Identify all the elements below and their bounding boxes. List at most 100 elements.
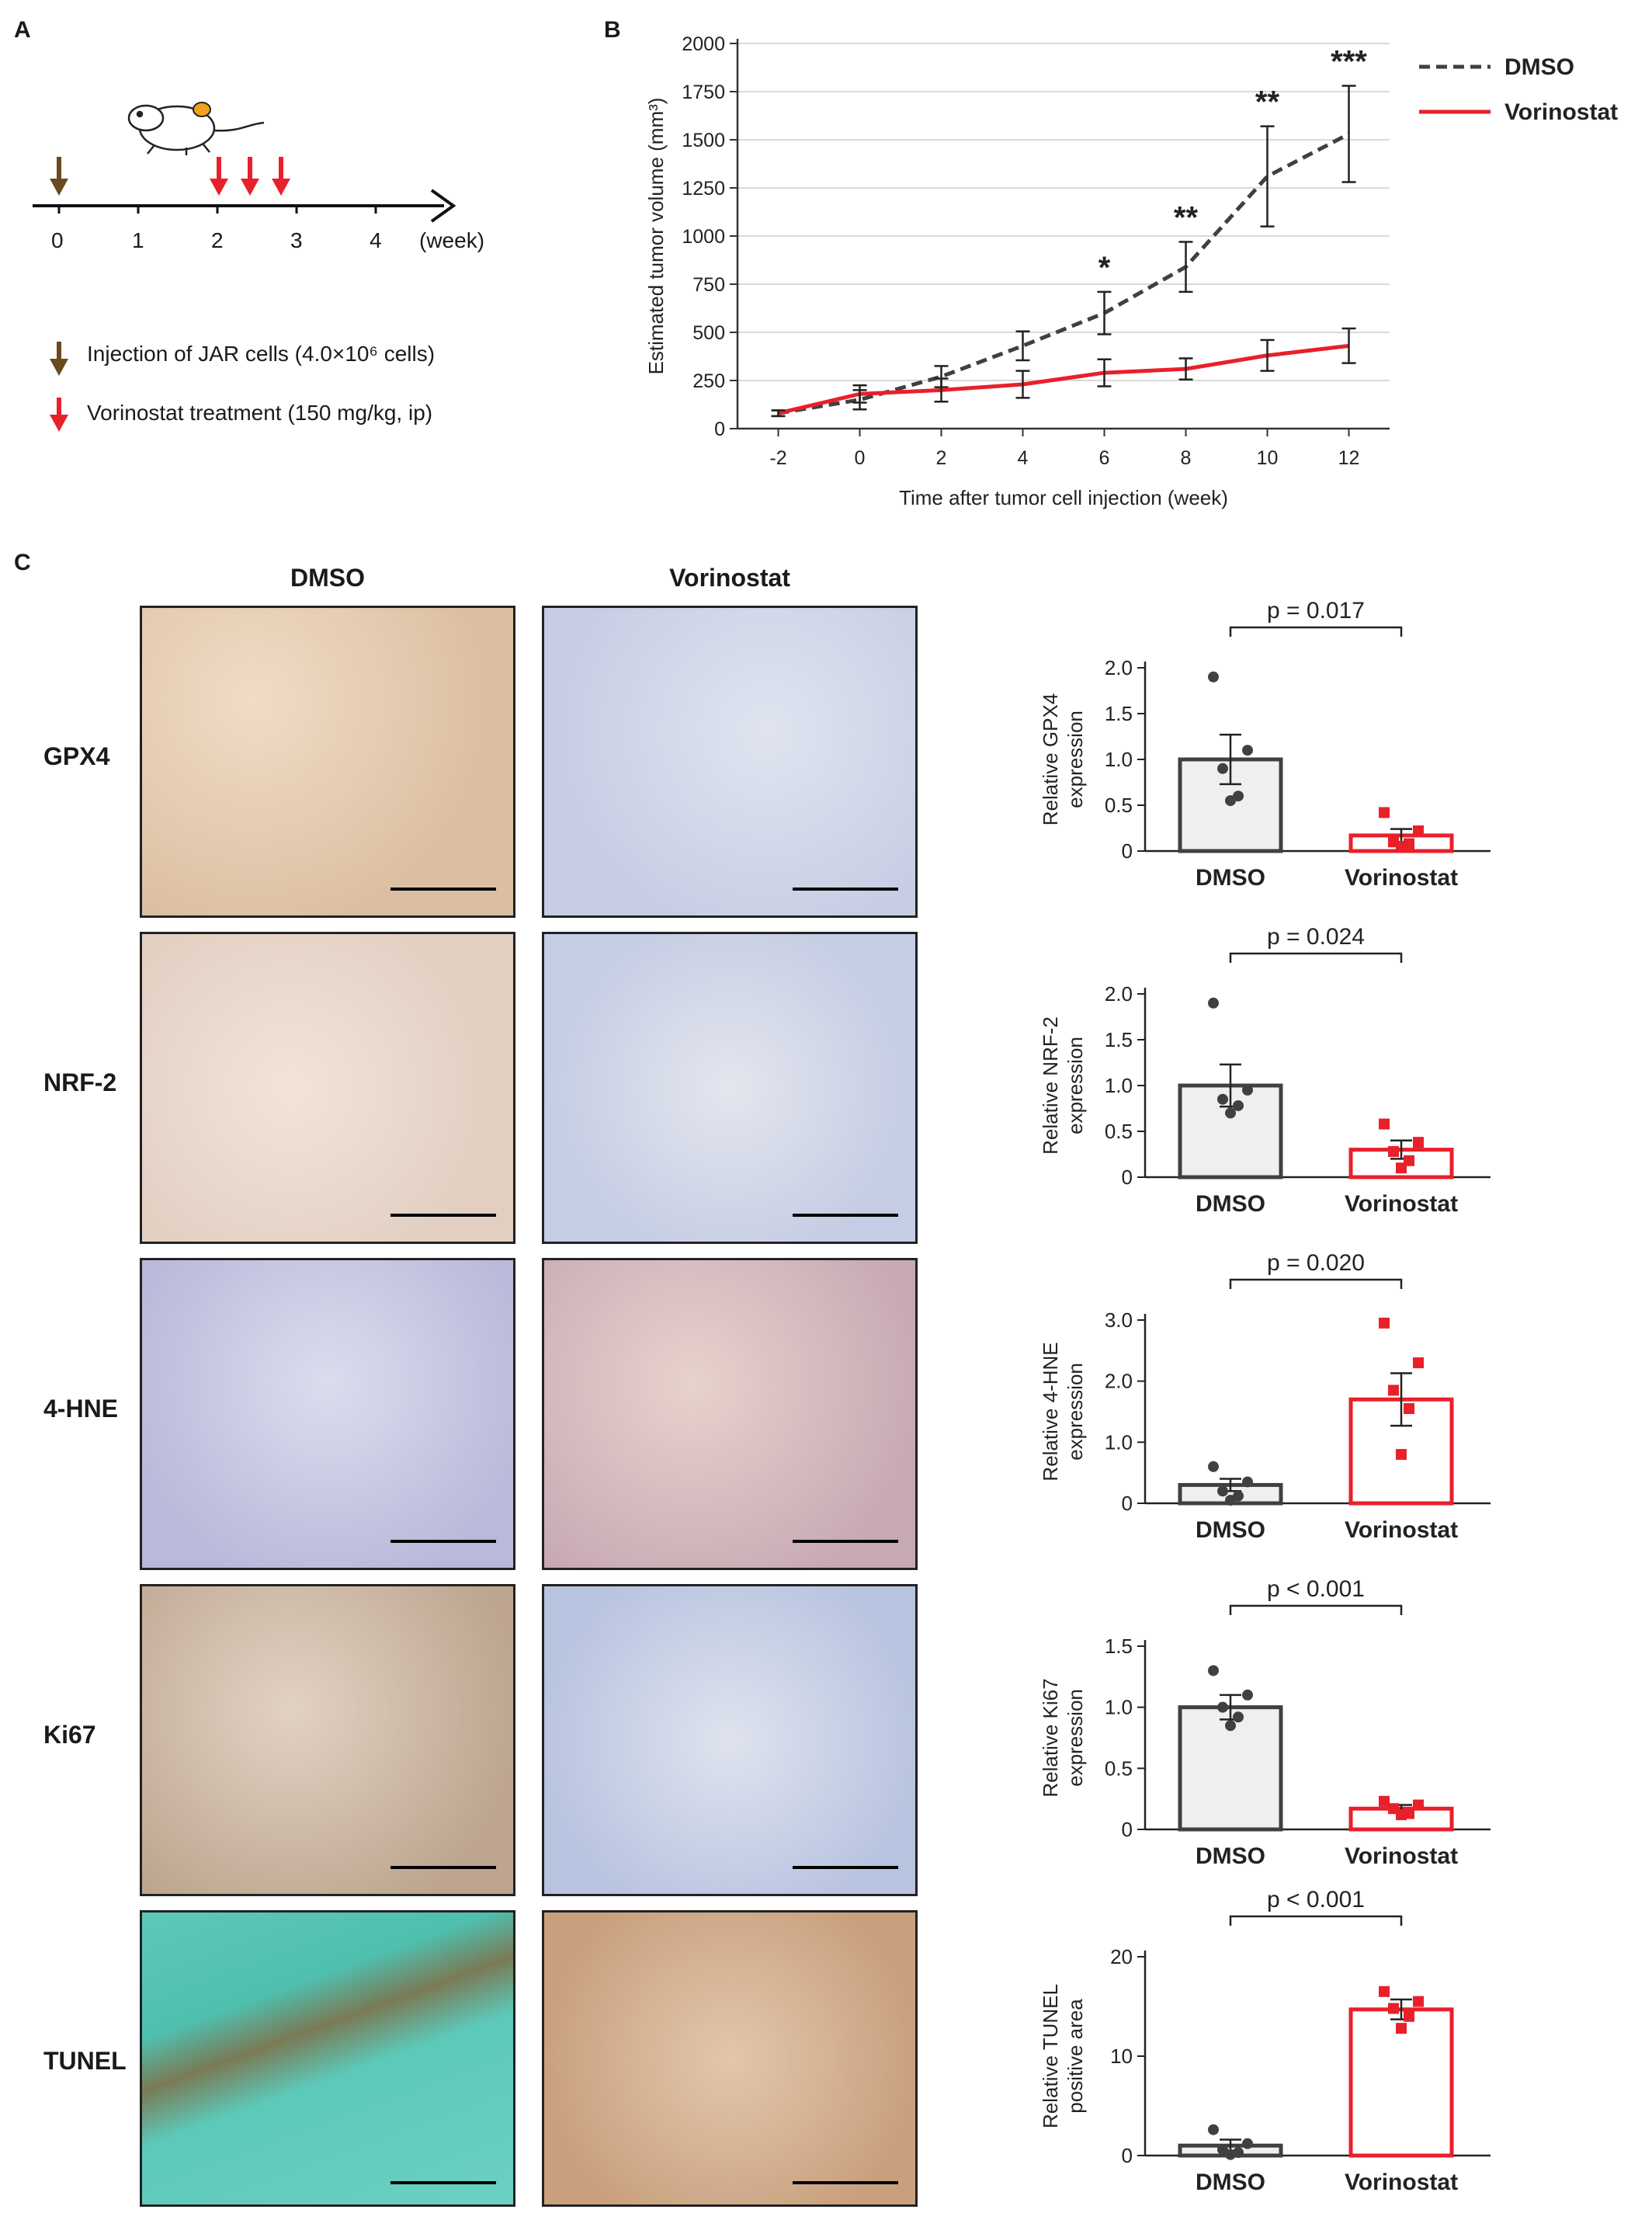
x-category-label: Vorinostat xyxy=(1345,1191,1458,1217)
y-axis-title: Relative NRF-2 xyxy=(1039,1016,1062,1155)
data-point xyxy=(1225,1720,1236,1732)
y-axis-title: expression xyxy=(1064,1363,1087,1461)
y-tick-label: 3.0 xyxy=(1105,1308,1133,1332)
significance-marker: * xyxy=(1098,251,1111,285)
data-point xyxy=(1396,2023,1407,2034)
significance-marker: ** xyxy=(1174,200,1199,235)
data-point xyxy=(1242,1476,1253,1488)
significance-marker: ** xyxy=(1255,85,1280,120)
y-tick-label: 20 xyxy=(1110,1945,1133,1968)
scale-bar xyxy=(793,1214,898,1217)
x-category-label: Vorinostat xyxy=(1345,1517,1458,1543)
p-value-label: p = 0.020 xyxy=(1267,1250,1365,1276)
scale-bar xyxy=(390,2181,496,2184)
data-point xyxy=(1217,2144,1228,2156)
injection-arrow xyxy=(50,157,68,196)
data-point xyxy=(1242,1084,1253,1096)
data-point xyxy=(1233,1100,1244,1111)
x-axis-title: Time after tumor cell injection (week) xyxy=(899,486,1228,509)
x-category-label: DMSO xyxy=(1196,2170,1265,2195)
significance-bracket xyxy=(1229,1915,1403,1926)
y-axis-title: expression xyxy=(1064,710,1087,808)
significance-bracket xyxy=(1229,952,1403,963)
micrograph-tunel-vorinostat xyxy=(542,1910,918,2207)
x-tick-label: 8 xyxy=(1181,447,1192,469)
y-tick-label: 1.5 xyxy=(1105,1635,1133,1658)
x-tick-label: 10 xyxy=(1257,447,1279,469)
scale-bar xyxy=(390,1866,496,1869)
week-unit-label: (week) xyxy=(419,228,485,252)
data-point xyxy=(1413,825,1424,837)
y-tick-label: 2.0 xyxy=(1105,656,1133,679)
y-tick-label: 1.0 xyxy=(1105,1430,1133,1454)
micrograph-4hne-dmso xyxy=(140,1258,515,1570)
micrograph-gpx4-dmso xyxy=(140,606,515,918)
data-point xyxy=(1396,1449,1407,1461)
x-category-label: Vorinostat xyxy=(1345,1843,1458,1869)
legend-injection-label: Injection of JAR cells (4.0×10⁶ cells) xyxy=(87,342,436,366)
panel-b-label: B xyxy=(604,17,621,43)
y-axis-title: Estimated tumor volume (mm³) xyxy=(644,98,668,375)
y-axis-title: Relative Ki67 xyxy=(1039,1678,1062,1797)
data-point xyxy=(1379,1795,1390,1807)
scale-bar xyxy=(793,888,898,891)
y-axis-title: Relative TUNEL xyxy=(1039,1984,1062,2128)
y-axis-title: Relative GPX4 xyxy=(1039,693,1062,826)
data-point xyxy=(1413,1357,1424,1369)
data-point xyxy=(1208,671,1219,683)
y-axis-title: Relative 4-HNE xyxy=(1039,1342,1062,1481)
x-category-label: DMSO xyxy=(1196,1191,1265,1217)
panel-a-schematic xyxy=(33,102,456,432)
data-point xyxy=(1225,2149,1236,2160)
data-point xyxy=(1413,1137,1424,1148)
legend-treatment-arrow xyxy=(50,398,68,432)
panel-a-label: A xyxy=(14,17,31,43)
data-point xyxy=(1217,1093,1228,1105)
micrograph-nrf2-vorinostat xyxy=(542,932,918,1244)
y-axis-title: expression xyxy=(1064,1689,1087,1787)
x-tick-label: 12 xyxy=(1338,447,1360,469)
row-label-ki67: Ki67 xyxy=(43,1721,96,1749)
4hne-bar-chart: 0 1.0 2.0 3.0 DMSO Vorinostat p = 0.020 Relativ… xyxy=(1039,1250,1491,1543)
tick-week-1: 1 xyxy=(132,228,144,252)
y-tick-label: 1.0 xyxy=(1105,1074,1133,1097)
bar-vorinostat xyxy=(1348,2007,1454,2158)
y-tick-label: 0 xyxy=(714,419,725,440)
y-tick-label: 0.5 xyxy=(1105,1756,1133,1780)
x-category-label: DMSO xyxy=(1196,865,1265,891)
data-point xyxy=(1242,745,1253,756)
data-point xyxy=(1217,1701,1228,1713)
significance-marker: *** xyxy=(1331,45,1367,79)
tumor-mark xyxy=(193,102,211,117)
significance-bracket xyxy=(1229,626,1403,637)
p-value-label: p < 0.001 xyxy=(1267,1887,1365,1912)
tick-week-4: 4 xyxy=(370,228,382,252)
data-point xyxy=(1208,1665,1219,1676)
y-tick-label: 0 xyxy=(1122,1492,1133,1515)
y-tick-label: 10 xyxy=(1110,2045,1133,2068)
series-line-vorinostat xyxy=(777,343,1349,415)
legend-label-vorinostat: Vorinostat xyxy=(1504,99,1618,125)
data-point xyxy=(1388,1145,1399,1157)
data-point xyxy=(1242,2138,1253,2149)
x-category-label: DMSO xyxy=(1196,1517,1265,1543)
row-label-tunel: TUNEL xyxy=(43,2047,127,2075)
data-point xyxy=(1217,763,1228,774)
significance-bracket xyxy=(1229,1604,1403,1615)
y-tick-label: 1.0 xyxy=(1105,748,1133,771)
legend-injection-arrow xyxy=(50,342,68,376)
column-header-vorinostat: Vorinostat xyxy=(669,564,790,592)
series-line-dmso xyxy=(778,132,1350,415)
y-tick-label: 250 xyxy=(692,370,725,392)
data-point xyxy=(1396,1809,1407,1821)
data-point xyxy=(1396,841,1407,853)
tunel-bar-chart: 0 10 20 DMSO Vorinostat p < 0.001 Relative TUN… xyxy=(1039,1887,1491,2195)
x-tick-label: 4 xyxy=(1018,447,1029,469)
tick-week-3: 3 xyxy=(290,228,303,252)
scale-bar xyxy=(793,1866,898,1869)
y-tick-label: 1750 xyxy=(682,82,725,103)
scale-bar xyxy=(793,1540,898,1543)
micrograph-nrf2-dmso xyxy=(140,932,515,1244)
y-tick-label: 2.0 xyxy=(1105,1370,1133,1393)
row-label-4hne: 4-HNE xyxy=(43,1395,119,1423)
